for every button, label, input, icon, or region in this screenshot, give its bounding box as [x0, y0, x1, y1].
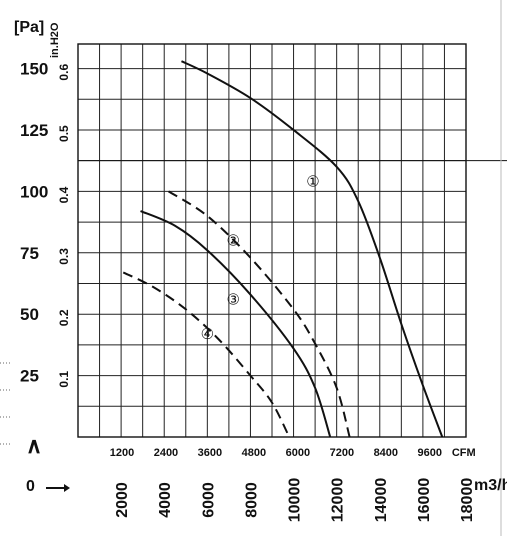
- pa-tick-label: 100: [20, 182, 48, 201]
- curve-label-2: ②: [226, 233, 239, 250]
- curve-label-3: ③: [226, 291, 239, 308]
- inh2o-tick-label: 0.1: [57, 371, 71, 388]
- m3h-tick-label: 10000: [287, 478, 304, 523]
- tick-labels: 25 0.1 50 0.2 75 0.3 100 0.4 125 0.5 150 0.6 1200 240…: [20, 60, 476, 523]
- cfm-tick-label: 9600: [418, 447, 442, 459]
- inh2o-tick-label: 0.6: [57, 64, 71, 81]
- pa-tick-label: 150: [20, 60, 48, 79]
- series-curve-4: [122, 271, 291, 438]
- cfm-tick-label: 6000: [286, 447, 310, 459]
- corner-mark-bottom: 0: [26, 478, 35, 495]
- m3h-tick-label: 14000: [373, 478, 390, 523]
- series-curve-1: [181, 60, 444, 438]
- curve-label-4: ④: [201, 326, 214, 343]
- cfm-tick-label: 3600: [198, 447, 222, 459]
- inh2o-tick-label: 0.3: [57, 248, 71, 265]
- m3h-tick-label: 16000: [416, 478, 433, 523]
- m3h-tick-label: 12000: [330, 478, 347, 523]
- pa-tick-label: 25: [20, 367, 39, 386]
- inh2o-unit-label: in.H2O: [49, 22, 61, 58]
- m3h-tick-label: 6000: [200, 482, 217, 518]
- corner-mark-top: ∧: [26, 433, 42, 458]
- plot-frame: [77, 43, 467, 438]
- cfm-tick-label: 1200: [110, 447, 134, 459]
- cfm-tick-label: 2400: [154, 447, 178, 459]
- pa-tick-label: 75: [20, 244, 39, 263]
- pa-tick-label: 125: [20, 121, 48, 140]
- cfm-tick-label: 7200: [330, 447, 354, 459]
- inh2o-tick-label: 0.2: [57, 309, 71, 326]
- m3h-tick-label: 8000: [243, 482, 260, 518]
- inh2o-tick-label: 0.4: [57, 186, 71, 203]
- curve-label-1: ①: [306, 174, 319, 191]
- m3h-unit-label: m3/h: [474, 477, 507, 494]
- series-curve-2: [167, 190, 351, 438]
- m3h-tick-label: 4000: [157, 482, 174, 518]
- grid: [77, 0, 507, 536]
- pa-tick-label: 50: [20, 305, 39, 324]
- arrow-icon: [46, 484, 70, 492]
- curve-labels: ① ② ③ ④: [201, 174, 320, 343]
- series-curve-3: [140, 210, 332, 438]
- m3h-tick-label: 2000: [114, 482, 131, 518]
- cfm-tick-label: CFM: [452, 447, 476, 459]
- series-curves: [122, 60, 444, 438]
- m3h-tick-label: 18000: [459, 478, 476, 523]
- cfm-tick-label: 4800: [242, 447, 266, 459]
- inh2o-tick-label: 0.5: [57, 125, 71, 142]
- left-edge-marks: [0, 362, 10, 445]
- pa-unit-label: [Pa]: [14, 19, 44, 36]
- cfm-tick-label: 8400: [374, 447, 398, 459]
